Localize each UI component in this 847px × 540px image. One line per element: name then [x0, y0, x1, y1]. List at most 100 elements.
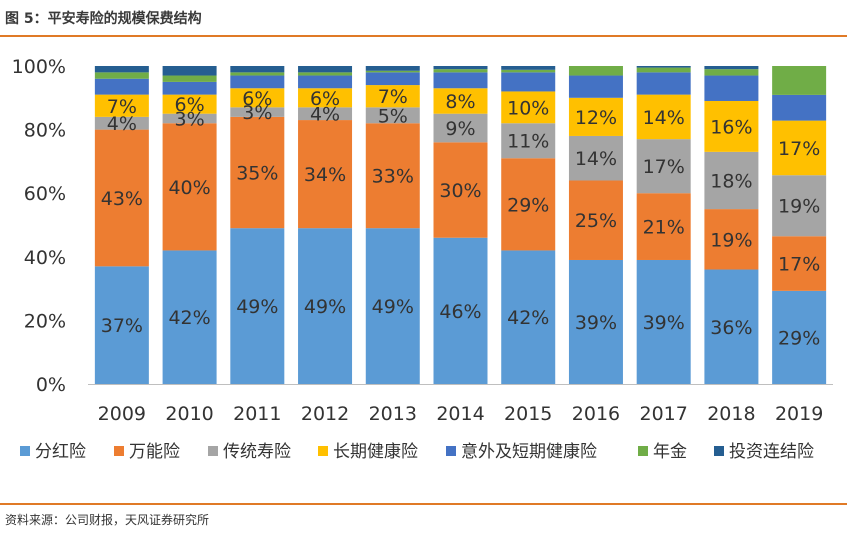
- x-tick-label: 2017: [640, 403, 688, 425]
- bar-segment: [94, 72, 149, 79]
- data-label: 9%: [445, 118, 475, 140]
- data-label: 4%: [107, 113, 137, 135]
- bar-segment: [772, 290, 827, 384]
- axes: 0% 20% 40% 60% 80% 100% 2009 2010 2011 2012 2013 20…: [12, 56, 833, 425]
- legend-label: 万能险: [129, 442, 180, 462]
- bar-segment: [230, 228, 285, 384]
- bar-segment: [636, 72, 691, 95]
- data-label: 37%: [101, 315, 143, 337]
- bar-segment: [433, 69, 488, 73]
- bar-segment: [365, 70, 420, 73]
- data-label: 6%: [175, 94, 205, 116]
- bar-segment: [568, 259, 623, 384]
- data-label: 8%: [445, 91, 475, 113]
- bar-segment: [162, 94, 217, 114]
- bar-segment: [433, 142, 488, 238]
- bar-segment: [365, 107, 420, 124]
- bar-segment: [162, 75, 217, 82]
- bar-segment: [704, 269, 759, 384]
- data-labels: 37%43%4%7%42%40%3%6%49%35%3%6%49%34%4%6%…: [101, 86, 821, 349]
- x-tick-label: 2015: [504, 403, 552, 425]
- data-label: 35%: [236, 163, 278, 185]
- data-label: 42%: [168, 307, 210, 329]
- data-label: 14%: [575, 148, 617, 170]
- bar-segment: [433, 237, 488, 384]
- legend-label: 意外及短期健康险: [461, 442, 597, 462]
- y-tick-label: 80%: [24, 120, 66, 142]
- legend-swatch: [446, 446, 456, 456]
- data-label: 6%: [310, 88, 340, 110]
- bar-segment: [433, 88, 488, 114]
- bar-segment: [298, 72, 353, 76]
- bar-segment: [636, 139, 691, 194]
- data-label: 42%: [507, 307, 549, 329]
- legend: 分红险 万能险 传统寿险 长期健康险 意外及短期健康险 年金 投资连结险: [20, 442, 814, 462]
- x-tick-label: 2009: [98, 403, 146, 425]
- bar-segment: [298, 88, 353, 108]
- bar-segment: [636, 66, 691, 68]
- bar-segment: [772, 236, 827, 291]
- bar-segment: [94, 129, 149, 267]
- x-tick-label: 2019: [775, 403, 823, 425]
- bar-segment: [298, 120, 353, 229]
- bar-segment: [298, 75, 353, 89]
- legend-swatch: [114, 446, 124, 456]
- bar-segment: [501, 69, 556, 73]
- data-label: 49%: [304, 296, 346, 318]
- data-label: 49%: [372, 296, 414, 318]
- bar-segment: [501, 123, 556, 159]
- bar-segment: [636, 259, 691, 384]
- bar-segment: [365, 72, 420, 86]
- bar-segment: [230, 88, 285, 108]
- bar-segment: [94, 116, 149, 130]
- data-label: 18%: [710, 170, 752, 192]
- title-divider: [0, 35, 847, 37]
- legend-swatch: [638, 446, 648, 456]
- bar-segment: [94, 78, 149, 95]
- bar-segment: [772, 175, 827, 237]
- bar-segment: [568, 75, 623, 98]
- data-label: 12%: [575, 107, 617, 129]
- legend-swatch: [318, 446, 328, 456]
- x-tick-label: 2011: [233, 403, 281, 425]
- x-tick-label: 2016: [572, 403, 620, 425]
- bar-segment: [94, 94, 149, 117]
- bar-segment: [636, 67, 691, 73]
- bar-segment: [501, 91, 556, 124]
- data-label: 14%: [643, 107, 685, 129]
- bar-segment: [704, 209, 759, 270]
- legend-label: 年金: [653, 442, 687, 462]
- legend-label: 传统寿险: [223, 442, 291, 462]
- x-tick-label: 2012: [301, 403, 349, 425]
- legend-swatch: [20, 446, 30, 456]
- bar-segment: [298, 66, 353, 73]
- bar-segment: [230, 116, 285, 229]
- data-label: 29%: [778, 327, 820, 349]
- data-label: 5%: [378, 105, 408, 127]
- data-label: 17%: [643, 156, 685, 178]
- bar-segment: [230, 72, 285, 76]
- legend-swatch: [714, 446, 724, 456]
- y-tick-label: 0%: [36, 374, 66, 396]
- data-label: 40%: [168, 177, 210, 199]
- legend-label: 长期健康险: [333, 442, 418, 462]
- bar-segment: [772, 120, 827, 176]
- bar-segment: [365, 228, 420, 384]
- legend-label: 分红险: [35, 442, 86, 462]
- bar-segment: [298, 228, 353, 384]
- bar-segment: [772, 66, 827, 95]
- bar-segment: [230, 66, 285, 73]
- data-label: 46%: [439, 301, 481, 323]
- bar-segment: [230, 75, 285, 89]
- y-tick-label: 60%: [24, 183, 66, 205]
- bar-segment: [162, 113, 217, 124]
- legend-swatch: [208, 446, 218, 456]
- bar-segment: [365, 85, 420, 108]
- data-label: 19%: [710, 229, 752, 251]
- data-label: 25%: [575, 210, 617, 232]
- data-label: 29%: [507, 194, 549, 216]
- legend-label: 投资连结险: [729, 442, 814, 462]
- data-label: 3%: [175, 108, 205, 130]
- data-label: 39%: [643, 312, 685, 334]
- x-tick-label: 2018: [707, 403, 755, 425]
